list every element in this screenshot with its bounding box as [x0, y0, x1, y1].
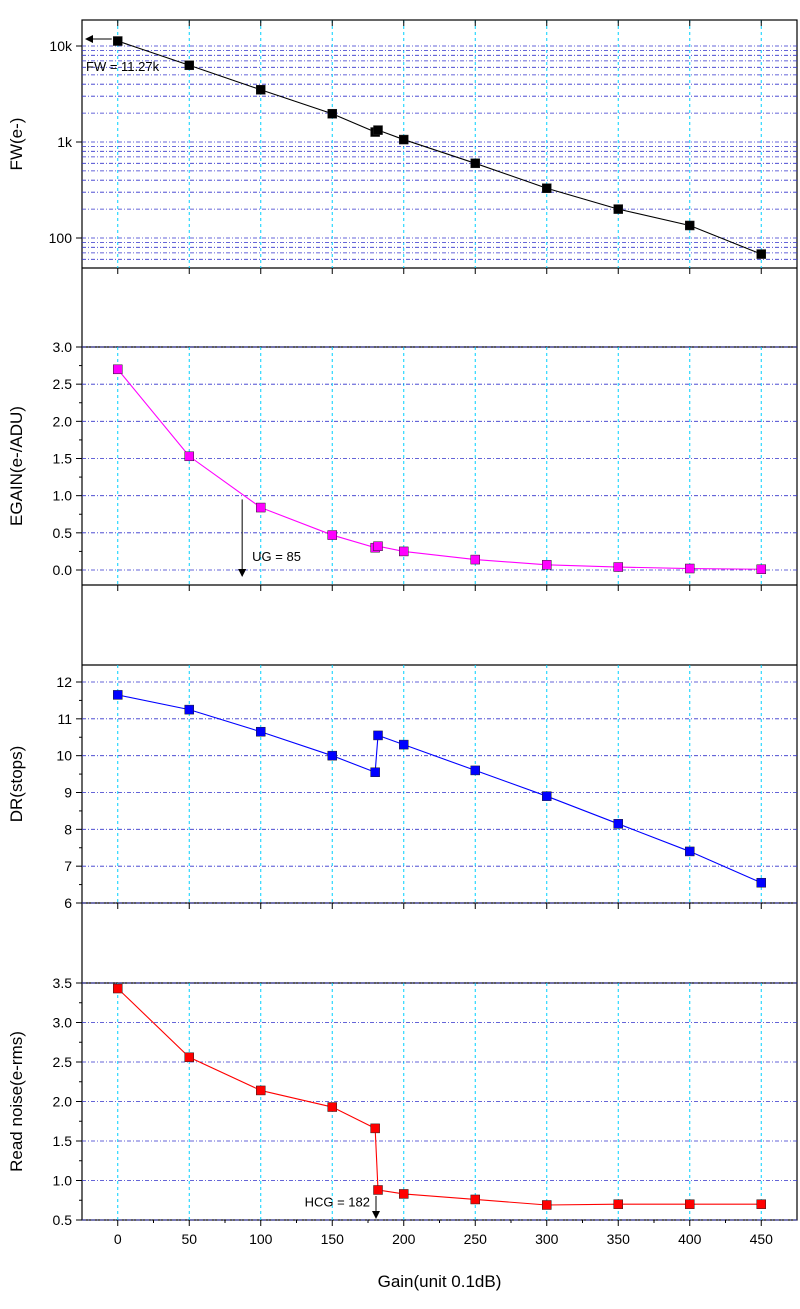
- egain-point-6: [399, 546, 409, 557]
- fw-annotation-label: FW = 11.27k: [86, 59, 160, 74]
- fw-point-3: [327, 108, 337, 119]
- rn-point-9: [613, 1199, 623, 1209]
- fw-y-axis-title: FW(e-): [7, 118, 26, 171]
- rn-point-8: [542, 1200, 552, 1210]
- panel-fw: 100 1k 10k FW(e-) FW = 11.27k: [7, 35, 797, 260]
- fw-point-7: [470, 158, 480, 169]
- x-tick-label-250: 250: [464, 1231, 488, 1247]
- egain-y-tick-label-1: 0.5: [53, 525, 73, 541]
- fw-point-8: [542, 183, 552, 193]
- egain-point-3: [327, 530, 337, 540]
- dr-point-5: [373, 730, 383, 741]
- fw-point-2: [256, 85, 266, 95]
- rn-y-tick-label-4: 2.5: [53, 1054, 73, 1070]
- egain-y-tick-label-5: 2.5: [53, 376, 73, 392]
- rn-point-10: [685, 1199, 695, 1209]
- dr-point-7: [470, 765, 480, 776]
- x-tick-label-400: 400: [678, 1231, 702, 1247]
- dr-y-tick-label-2: 8: [64, 821, 72, 837]
- rn-y-tick-label-1: 1.0: [53, 1173, 73, 1189]
- x-tick-label-100: 100: [249, 1231, 273, 1247]
- rn-y-axis-title: Read noise(e-rms): [7, 1031, 26, 1172]
- panel-rn: 0.5 1.0 1.5 2.0 2.5 3.0 3.5 Read noise(e-rms) HC…: [7, 975, 797, 1228]
- egain-point-8: [542, 560, 552, 570]
- x-tick-label-150: 150: [321, 1231, 345, 1247]
- egain-y-tick-label-3: 1.5: [53, 451, 73, 467]
- x-tick-label-450: 450: [750, 1231, 774, 1247]
- dr-point-6: [399, 739, 409, 750]
- egain-point-10: [685, 563, 695, 574]
- fw-y-tick-label-2: 10k: [49, 38, 73, 54]
- fw-y-tick-label-0: 100: [49, 230, 73, 246]
- dr-y-tick-label-6: 12: [56, 674, 72, 690]
- egain-point-11: [756, 564, 766, 575]
- panel-egain: 0.0 0.5 1.0 1.5 2.0 2.5 3.0 EGAIN(e-/ADU) UG = 8…: [7, 339, 797, 578]
- rn-series-line: [117, 988, 762, 1206]
- egain-point-9: [613, 562, 623, 572]
- rn-y-tick-label-3: 2.0: [53, 1094, 73, 1110]
- fw-point-1: [184, 60, 194, 71]
- fw-point-0: [113, 36, 123, 46]
- dr-point-3: [327, 750, 337, 761]
- fw-y-tick-label-1: 1k: [57, 134, 73, 150]
- dr-point-10: [685, 846, 695, 857]
- dr-y-axis-title: DR(stops): [7, 746, 26, 823]
- rn-y-tick-label-6: 3.5: [53, 975, 73, 991]
- egain-y-tick-label-4: 2.0: [53, 413, 73, 429]
- dr-y-tick-label-3: 9: [64, 785, 72, 801]
- rn-y-tick-label-0: 0.5: [53, 1212, 73, 1228]
- egain-series-line: [117, 368, 762, 570]
- fw-point-10: [685, 220, 695, 231]
- egain-annotation-label: UG = 85: [252, 549, 301, 564]
- egain-point-0: [113, 364, 123, 375]
- dr-point-8: [542, 791, 552, 801]
- dr-point-9: [613, 819, 623, 829]
- rn-point-1: [184, 1052, 194, 1063]
- fw-point-6: [399, 134, 409, 145]
- egain-y-tick-label-0: 0.0: [53, 562, 73, 578]
- rn-y-tick-label-2: 1.5: [53, 1133, 73, 1149]
- rn-y-tick-label-5: 3.0: [53, 1015, 73, 1031]
- rn-annotation-label: HCG = 182: [305, 1195, 370, 1210]
- dr-y-tick-label-1: 7: [64, 858, 72, 874]
- dr-point-4: [370, 767, 380, 777]
- dr-point-1: [184, 704, 194, 715]
- dr-point-2: [256, 726, 266, 737]
- fw-point-11: [756, 249, 766, 259]
- dr-y-tick-label-0: 6: [64, 895, 72, 911]
- egain-point-1: [184, 451, 194, 462]
- x-tick-label-350: 350: [607, 1231, 631, 1247]
- dr-point-11: [756, 877, 766, 888]
- rn-point-11: [756, 1199, 766, 1209]
- dr-y-tick-label-4: 10: [56, 748, 72, 764]
- rn-point-7: [470, 1194, 480, 1205]
- x-tick-label-50: 50: [181, 1231, 197, 1247]
- dr-series-line: [117, 694, 762, 884]
- egain-y-tick-label-2: 1.0: [53, 488, 73, 504]
- egain-point-5: [373, 541, 383, 551]
- egain-y-axis-title: EGAIN(e-/ADU): [7, 406, 26, 526]
- panel-dr: 6 7 8 9 10 11 12 DR(stops): [7, 674, 797, 911]
- x-tick-label-300: 300: [535, 1231, 559, 1247]
- fw-point-9: [613, 204, 623, 214]
- rn-point-6: [399, 1189, 409, 1199]
- dr-y-tick-label-5: 11: [57, 711, 72, 727]
- dr-point-0: [113, 690, 123, 700]
- rn-point-0: [113, 983, 123, 994]
- fw-point-5: [373, 125, 383, 135]
- x-tick-label-0: 0: [114, 1231, 122, 1247]
- fw-series-line: [117, 40, 762, 255]
- egain-point-2: [256, 502, 266, 513]
- egain-point-7: [470, 554, 480, 565]
- rn-point-5: [373, 1185, 383, 1195]
- rn-point-3: [327, 1102, 337, 1112]
- rn-point-4: [370, 1123, 380, 1134]
- rn-point-2: [256, 1085, 266, 1096]
- x-tick-label-200: 200: [392, 1231, 416, 1247]
- egain-y-tick-label-6: 3.0: [53, 339, 73, 355]
- x-axis-title: Gain(unit 0.1dB): [378, 1272, 502, 1291]
